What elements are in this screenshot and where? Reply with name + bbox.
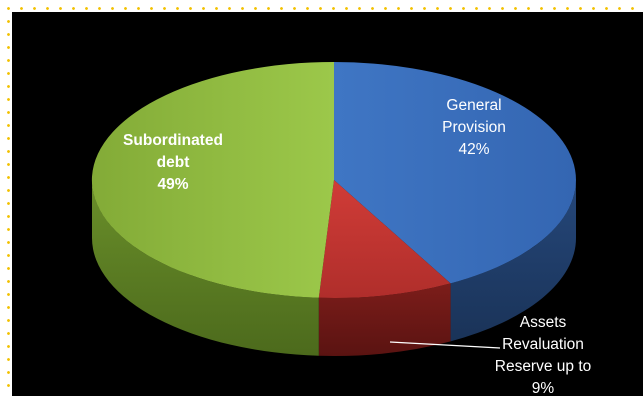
- pie-chart: [91, 61, 576, 357]
- pie-side-general-provision: [450, 180, 576, 342]
- pie-slice-general-provision: [334, 62, 576, 284]
- data-label-general-provision: General Provision 42%: [442, 97, 506, 158]
- chart-area: Subordinated debt 49% General Provision …: [12, 12, 643, 396]
- pie-slice-assets-revaluation: [318, 180, 451, 299]
- pie-side-assets-revaluation: [318, 283, 451, 357]
- pie-slice-subordinated-debt: [91, 61, 334, 298]
- leader-line: [389, 341, 501, 349]
- pie-depth-layer: [92, 180, 576, 357]
- pie-side-subordinated-debt: [92, 180, 319, 356]
- data-label-assets-revaluation: Assets Revaluation Reserve up to 9%: [494, 314, 592, 396]
- pie-top-layer: [91, 61, 576, 299]
- data-label-subordinated-debt: Subordinated debt 49%: [123, 132, 223, 193]
